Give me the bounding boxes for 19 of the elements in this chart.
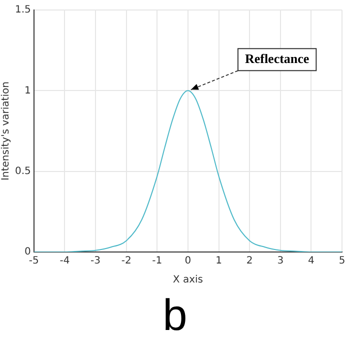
x-tick-label: 5 bbox=[338, 256, 346, 267]
x-tick-label: 4 bbox=[308, 256, 314, 267]
y-tick-label: 1.5 bbox=[14, 4, 31, 16]
x-tick-label: 3 bbox=[277, 256, 284, 267]
x-tick-label: 1 bbox=[216, 256, 222, 267]
x-tick-label: -2 bbox=[121, 256, 132, 267]
x-tick-label: -5 bbox=[28, 256, 39, 267]
text: b bbox=[162, 290, 188, 342]
y-axis-title: Intensity's variation bbox=[0, 82, 12, 180]
annotation: Reflectance bbox=[244, 51, 310, 66]
x-tick-label: 2 bbox=[246, 256, 253, 267]
x-axis-title: X axis bbox=[172, 274, 203, 286]
y-tick-label: 1 bbox=[24, 85, 31, 96]
x-tick-label: -3 bbox=[90, 256, 101, 267]
x-tick-label: 0 bbox=[184, 256, 192, 267]
x-tick-label: -1 bbox=[152, 256, 162, 267]
y-tick-label: 0 bbox=[24, 246, 31, 258]
x-tick-label: -4 bbox=[60, 256, 70, 267]
y-tick-label: 0.5 bbox=[14, 166, 31, 177]
